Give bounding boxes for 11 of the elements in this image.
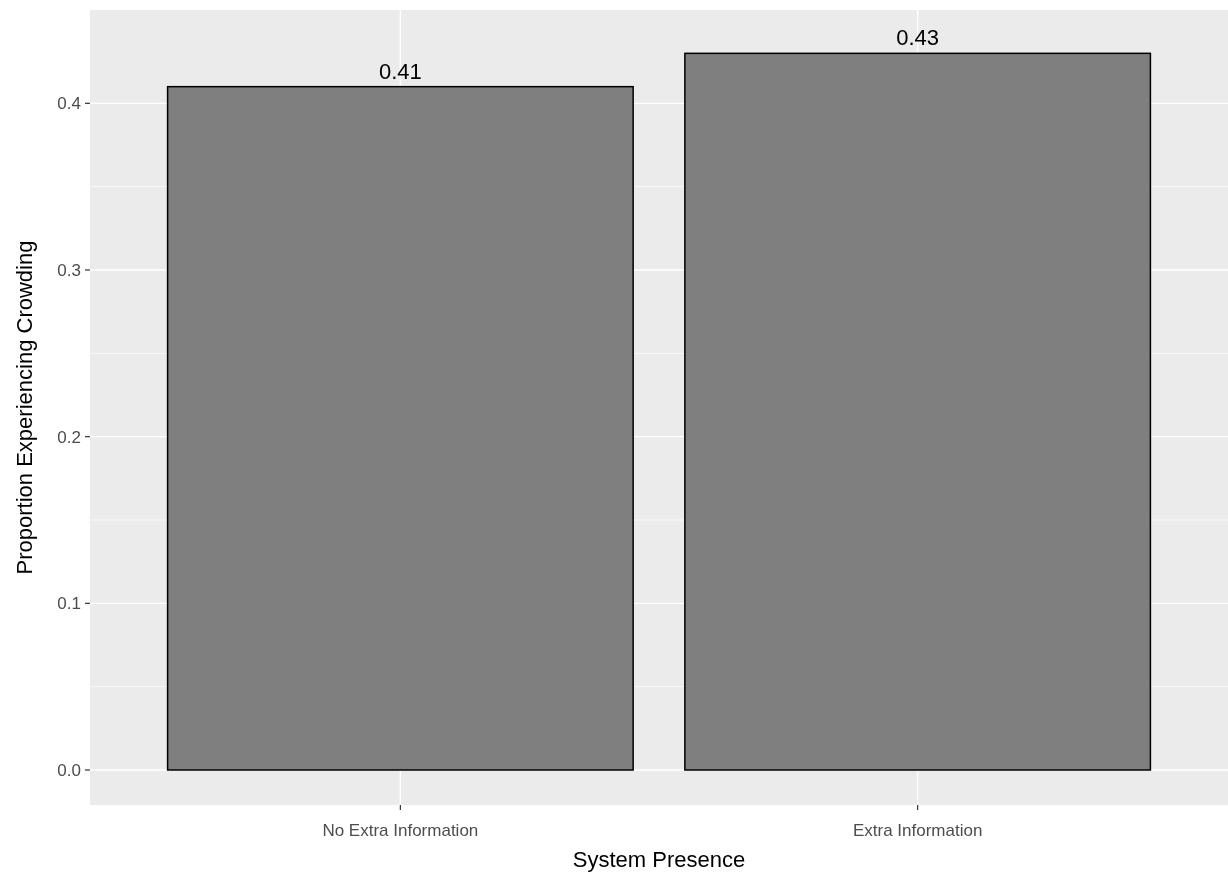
x-axis-title: System Presence (572, 847, 746, 872)
data-label: 0.41 (378, 58, 422, 84)
y-tick-label: 0.4 (57, 94, 81, 114)
y-tick-label: 0.1 (57, 594, 81, 614)
y-axis-title: Proportion Experiencing Crowding (12, 240, 37, 575)
x-tick-label: Extra Information (852, 821, 983, 840)
y-tick-label: 0.3 (57, 260, 81, 280)
data-label: 0.43 (896, 25, 940, 51)
x-tick-label: No Extra Information (322, 821, 479, 840)
y-tick-label: 0.2 (57, 427, 81, 447)
y-tick-label: 0.0 (57, 760, 81, 780)
